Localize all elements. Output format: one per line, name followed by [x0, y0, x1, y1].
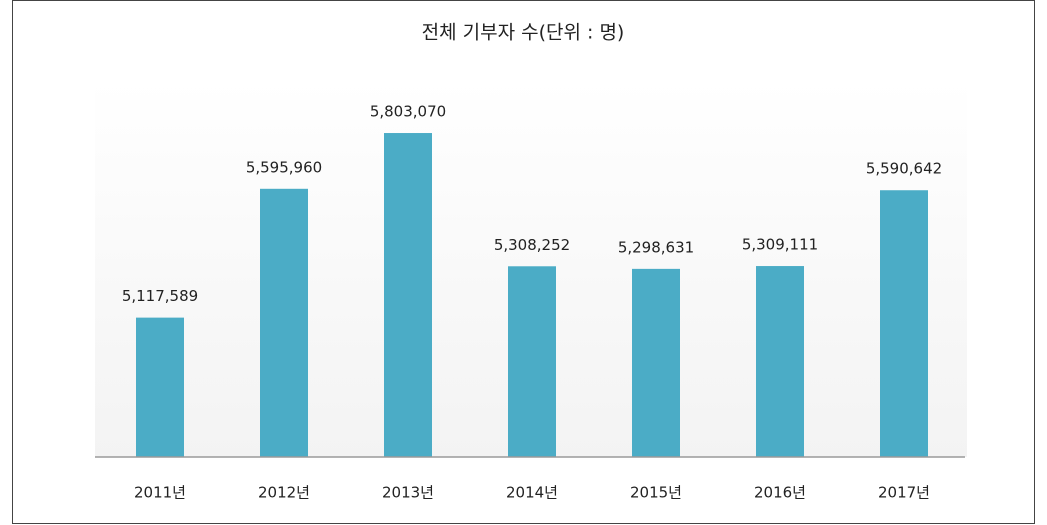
value-label: 5,117,589: [122, 287, 198, 305]
value-label: 5,308,252: [494, 236, 570, 254]
bar: [756, 266, 804, 457]
x-tick-label: 2015년: [630, 484, 682, 502]
value-label: 5,803,070: [370, 103, 446, 121]
bar: [384, 133, 432, 457]
x-tick-label: 2014년: [506, 484, 558, 502]
bar: [632, 268, 680, 457]
x-tick-label: 2012년: [258, 484, 310, 502]
chart-title: 전체 기부자 수(단위 : 명): [422, 22, 625, 44]
value-label: 5,590,642: [866, 160, 942, 178]
bar: [880, 190, 928, 458]
value-label: 5,595,960: [246, 158, 322, 176]
value-label: 5,309,111: [742, 236, 818, 254]
value-label: 5,298,631: [618, 238, 694, 256]
bar: [508, 266, 556, 457]
bar: [260, 188, 308, 458]
bar: [136, 317, 184, 457]
x-tick-label: 2017년: [878, 484, 930, 502]
x-tick-label: 2011년: [134, 484, 186, 502]
x-tick-label: 2013년: [382, 484, 434, 502]
x-tick-label: 2016년: [754, 484, 806, 502]
